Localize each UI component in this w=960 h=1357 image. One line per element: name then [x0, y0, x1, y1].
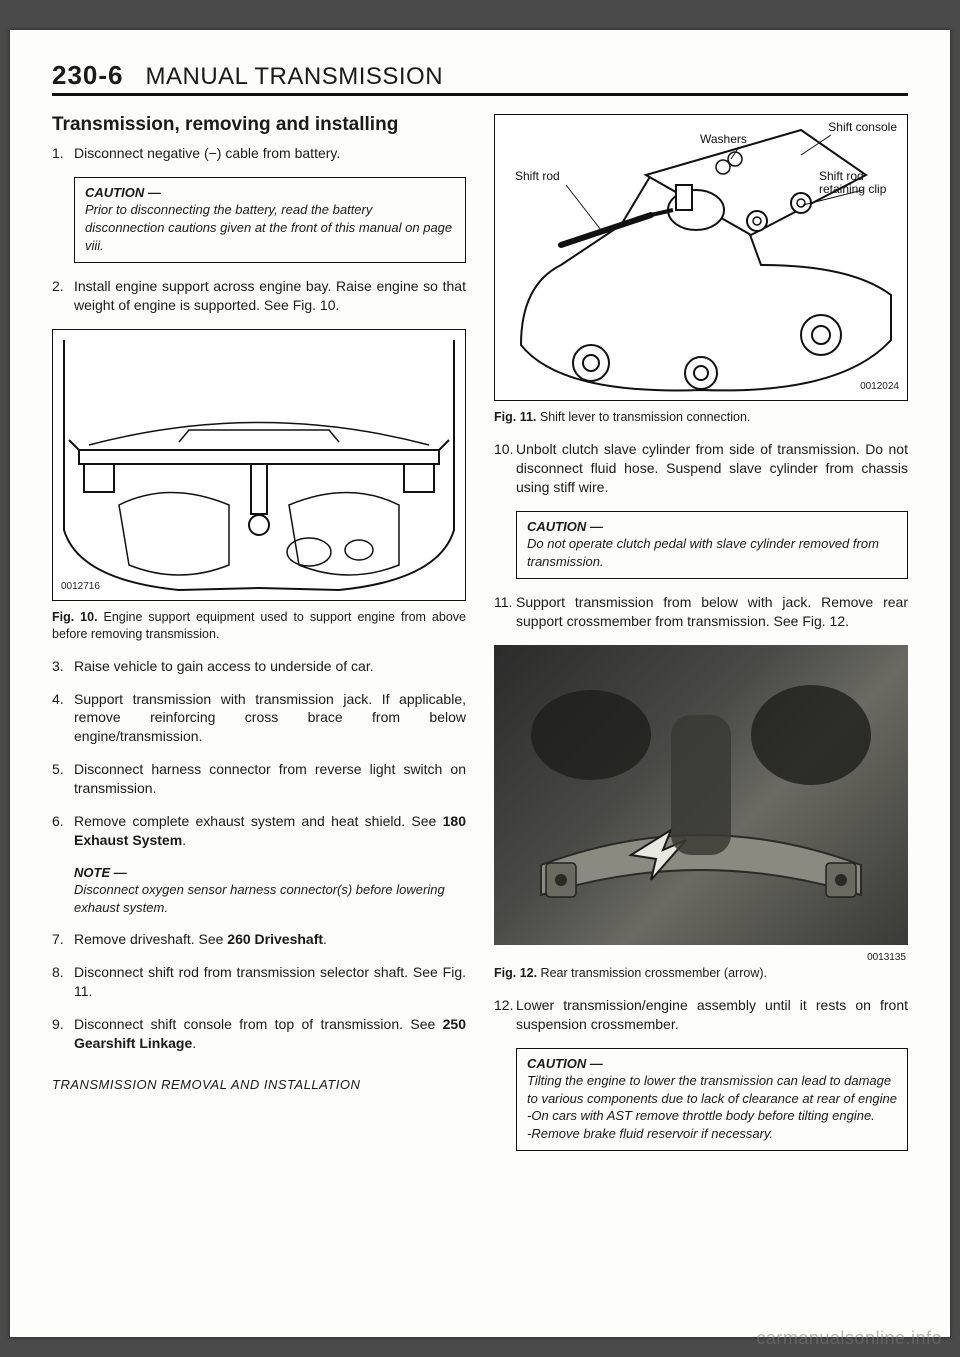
procedure-steps-right-3: 12.Lower transmission/engine assembly un… — [494, 996, 908, 1034]
chapter-title: MANUAL TRANSMISSION — [146, 63, 444, 91]
footer-section-label: TRANSMISSION REMOVAL AND INSTALLATION — [52, 1077, 466, 1092]
step-11: 11.Support transmission from below with … — [494, 593, 908, 631]
procedure-steps-right-2: 11.Support transmission from below with … — [494, 593, 908, 631]
step-5: 5.Disconnect harness connector from reve… — [52, 760, 466, 798]
shift-lever-illustration — [495, 115, 907, 400]
procedure-steps-left-4: 7.Remove driveshaft. See 260 Driveshaft.… — [52, 930, 466, 1052]
figure-11-caption: Fig. 11. Shift lever to transmission con… — [494, 409, 908, 426]
watermark: carmanualsonline.info — [756, 1328, 942, 1349]
step-6: 6.Remove complete exhaust system and hea… — [52, 812, 466, 850]
label-shift-console: Shift console — [828, 121, 897, 134]
step-9: 9.Disconnect shift console from top of t… — [52, 1015, 466, 1053]
step-4: 4.Support transmission with transmission… — [52, 690, 466, 747]
section-title: Transmission, removing and installing — [52, 114, 466, 136]
figure-12-image — [494, 645, 908, 945]
caution-box-3: CAUTION — Tilting the engine to lower th… — [516, 1048, 908, 1152]
figure-12-caption: Fig. 12. Rear transmission crossmember (… — [494, 965, 908, 982]
figure-10-image: 0012716 — [52, 329, 466, 601]
label-retaining-clip: Shift rod retaining clip — [819, 170, 899, 196]
note-block-1: NOTE — Disconnect oxygen sensor harness … — [74, 864, 466, 917]
two-column-layout: Transmission, removing and installing 1.… — [52, 114, 908, 1165]
figure-12: 0013135 — [494, 645, 908, 945]
figure-11-image: Shift rod Washers Shift console Shift ro… — [494, 114, 908, 401]
figure-10-caption: Fig. 10. Engine support equipment used t… — [52, 609, 466, 643]
engine-support-illustration — [53, 330, 465, 600]
caution-label-2: CAUTION — — [527, 518, 897, 536]
figure-11: Shift rod Washers Shift console Shift ro… — [494, 114, 908, 401]
caution-body-3a: Tilting the engine to lower the transmis… — [527, 1072, 897, 1107]
step-1: 1.Disconnect negative (−) cable from bat… — [52, 144, 466, 163]
figure-10: 0012716 — [52, 329, 466, 601]
step-7: 7.Remove driveshaft. See 260 Driveshaft. — [52, 930, 466, 949]
caution-box-2: CAUTION — Do not operate clutch pedal wi… — [516, 511, 908, 580]
step-10: 10.Unbolt clutch slave cylinder from sid… — [494, 440, 908, 497]
left-column: Transmission, removing and installing 1.… — [52, 114, 466, 1165]
figure-10-ref-id: 0012716 — [61, 581, 100, 592]
step-8: 8.Disconnect shift rod from transmission… — [52, 963, 466, 1001]
caution-body: Prior to disconnecting the battery, read… — [85, 201, 455, 254]
procedure-steps-left-3: 3.Raise vehicle to gain access to unders… — [52, 657, 466, 850]
caution-body-3b: -On cars with AST remove throttle body b… — [527, 1107, 897, 1125]
note-label: NOTE — — [74, 864, 466, 882]
right-column: Shift rod Washers Shift console Shift ro… — [494, 114, 908, 1165]
page-header: 230-6 MANUAL TRANSMISSION — [52, 60, 908, 96]
procedure-steps-right-1: 10.Unbolt clutch slave cylinder from sid… — [494, 440, 908, 497]
page-wrap: 230-6 MANUAL TRANSMISSION Transmission, … — [0, 0, 960, 1357]
label-washers: Washers — [700, 133, 747, 146]
page-number: 230-6 — [52, 60, 124, 91]
procedure-steps-left-2: 2.Install engine support across engine b… — [52, 277, 466, 315]
label-shift-rod: Shift rod — [515, 170, 560, 183]
step-3: 3.Raise vehicle to gain access to unders… — [52, 657, 466, 676]
note-body: Disconnect oxygen sensor harness connect… — [74, 881, 466, 916]
paper-sheet: 230-6 MANUAL TRANSMISSION Transmission, … — [10, 30, 950, 1337]
caution-label-3: CAUTION — — [527, 1055, 897, 1073]
caution-body-3c: -Remove brake fluid reservoir if necessa… — [527, 1125, 897, 1143]
figure-12-ref-id: 0013135 — [867, 952, 906, 963]
figure-11-ref-id: 0012024 — [860, 381, 899, 392]
caution-box-1: CAUTION — Prior to disconnecting the bat… — [74, 177, 466, 263]
step-12: 12.Lower transmission/engine assembly un… — [494, 996, 908, 1034]
procedure-steps-left: 1.Disconnect negative (−) cable from bat… — [52, 144, 466, 163]
step-2: 2.Install engine support across engine b… — [52, 277, 466, 315]
caution-body-2: Do not operate clutch pedal with slave c… — [527, 535, 897, 570]
caution-label: CAUTION — — [85, 184, 455, 202]
crossmember-photo — [494, 645, 908, 945]
